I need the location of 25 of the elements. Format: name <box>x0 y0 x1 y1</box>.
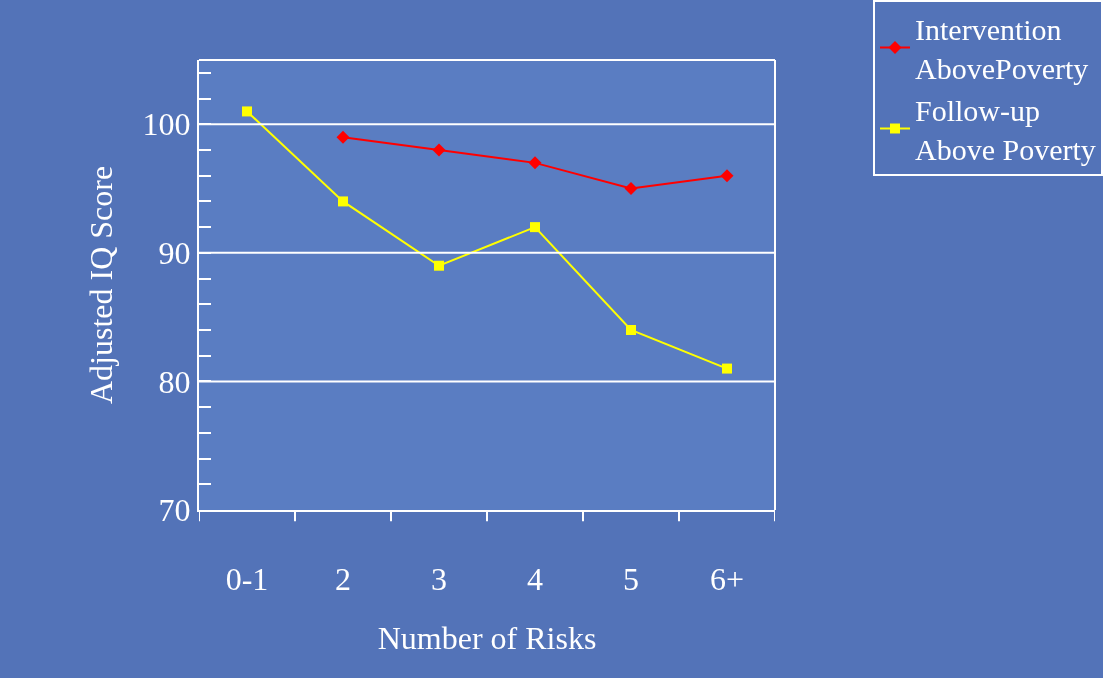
point <box>432 143 446 157</box>
y-tick-label: 80 <box>158 363 191 400</box>
point <box>336 130 350 144</box>
x-tick-label: 5 <box>623 561 639 598</box>
point <box>624 182 638 196</box>
legend-label: Intervention AbovePoverty <box>915 12 1089 85</box>
point <box>626 325 636 335</box>
point <box>722 363 732 374</box>
x-tick-label: 2 <box>335 561 351 598</box>
point <box>530 222 540 233</box>
y-tick-label: 100 <box>142 106 191 143</box>
point <box>434 260 444 271</box>
y-axis-title: Adjusted IQ Score <box>83 165 120 405</box>
x-tick-label: 0-1 <box>225 561 269 598</box>
y-tick-label: 70 <box>158 492 191 529</box>
point <box>338 196 348 207</box>
x-axis-title: Number of Risks <box>377 619 597 656</box>
legend-label: Follow-up Above Poverty <box>915 93 1096 166</box>
point <box>720 169 734 183</box>
x-tick-label: 4 <box>527 561 543 598</box>
x-tick-label: 3 <box>431 561 447 598</box>
point <box>242 106 252 117</box>
point <box>528 156 542 170</box>
x-tick-label: 6+ <box>709 561 745 598</box>
y-tick-label: 90 <box>158 235 191 272</box>
